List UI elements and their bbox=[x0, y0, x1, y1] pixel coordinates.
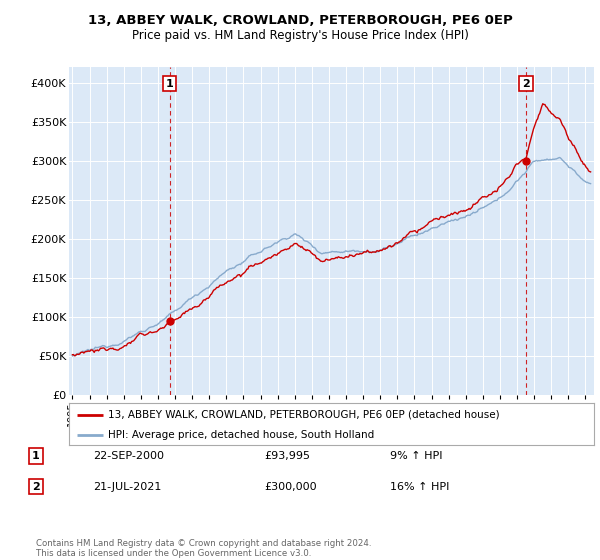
Text: 9% ↑ HPI: 9% ↑ HPI bbox=[390, 451, 443, 461]
Text: £93,995: £93,995 bbox=[264, 451, 310, 461]
Text: 16% ↑ HPI: 16% ↑ HPI bbox=[390, 482, 449, 492]
Text: 1: 1 bbox=[32, 451, 40, 461]
Text: 1: 1 bbox=[166, 79, 174, 88]
Text: 2: 2 bbox=[32, 482, 40, 492]
Text: Contains HM Land Registry data © Crown copyright and database right 2024.
This d: Contains HM Land Registry data © Crown c… bbox=[36, 539, 371, 558]
Text: 22-SEP-2000: 22-SEP-2000 bbox=[93, 451, 164, 461]
Text: 2: 2 bbox=[522, 79, 530, 88]
Text: HPI: Average price, detached house, South Holland: HPI: Average price, detached house, Sout… bbox=[109, 430, 374, 440]
Text: 13, ABBEY WALK, CROWLAND, PETERBOROUGH, PE6 0EP (detached house): 13, ABBEY WALK, CROWLAND, PETERBOROUGH, … bbox=[109, 410, 500, 420]
Text: Price paid vs. HM Land Registry's House Price Index (HPI): Price paid vs. HM Land Registry's House … bbox=[131, 29, 469, 42]
Text: £300,000: £300,000 bbox=[264, 482, 317, 492]
Text: 13, ABBEY WALK, CROWLAND, PETERBOROUGH, PE6 0EP: 13, ABBEY WALK, CROWLAND, PETERBOROUGH, … bbox=[88, 14, 512, 27]
Text: 21-JUL-2021: 21-JUL-2021 bbox=[93, 482, 161, 492]
